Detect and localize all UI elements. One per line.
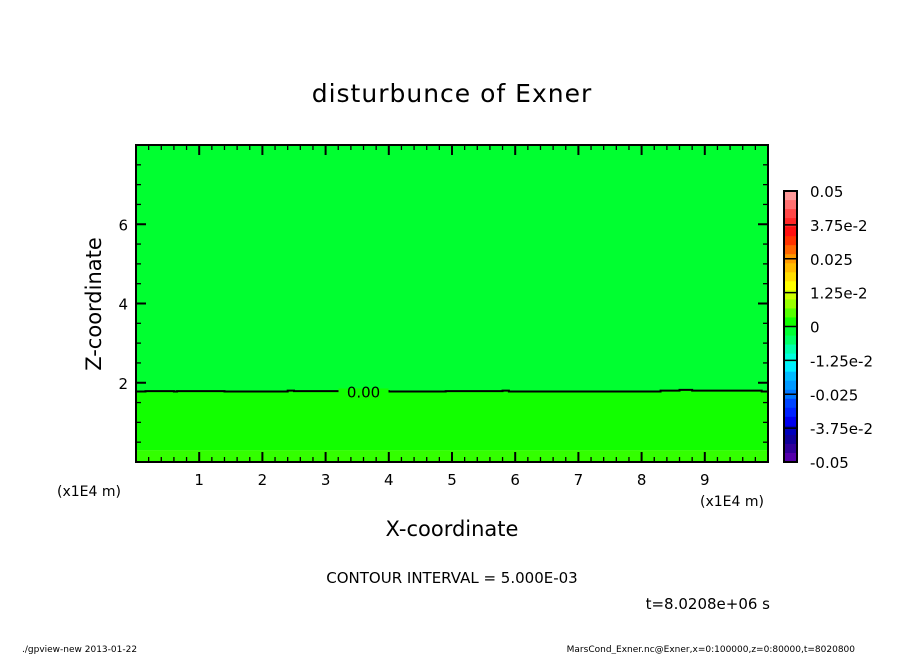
contour-label: 0.00	[347, 383, 380, 401]
x-tick-label: 4	[384, 471, 394, 489]
colorbar-band	[784, 434, 797, 445]
colorbar-band	[784, 281, 797, 291]
y-tick-label: 2	[118, 375, 128, 393]
x-tick-label: 1	[194, 471, 204, 489]
colorbar-frame	[783, 190, 798, 463]
contour-region	[136, 145, 768, 392]
colorbar-band	[784, 452, 797, 463]
colorbar: 0.05 3.75e-2 0.025 1.25e-2 0 -1.25e-2 -0.025 -3…	[783, 183, 873, 472]
footer-right: MarsCond_Exner.nc@Exner,x=0:100000,z=0:8…	[567, 645, 856, 654]
chart-title: disturbunce of Exner	[312, 79, 593, 108]
colorbar-band	[784, 236, 797, 246]
time-text: t=8.0208e+06 s	[646, 595, 771, 613]
colorbar-label: 1.25e-2	[810, 285, 868, 303]
colorbar-label: 3.75e-2	[810, 217, 868, 235]
colorbar-band	[784, 200, 797, 210]
colorbar-band	[784, 416, 797, 427]
colorbar-band	[784, 308, 797, 318]
plot-area: 0.00	[136, 145, 768, 462]
colorbar-band	[784, 272, 797, 282]
colorbar-band	[784, 227, 797, 237]
colorbar-label: -0.05	[810, 454, 849, 472]
colorbar-band	[784, 344, 797, 355]
x-tick-label: 5	[447, 471, 457, 489]
colorbar-band	[784, 218, 797, 228]
contour-line-zero	[136, 388, 768, 393]
contour-region-fill	[136, 389, 768, 451]
colorbar-label: 0.05	[810, 183, 843, 201]
colorbar-label: 0.025	[810, 251, 853, 269]
colorbar-band	[784, 299, 797, 309]
colorbar-band	[784, 326, 797, 337]
colorbar-band	[784, 380, 797, 391]
footer-left: ./gpview-new 2013-01-22	[22, 645, 137, 654]
contour-label-gap	[338, 388, 389, 395]
contour-interval-text: CONTOUR INTERVAL = 5.000E-03	[326, 569, 577, 587]
colorbar-band	[784, 245, 797, 255]
axes: 1 2 3 4 5 6 7 8 9 2 4 6	[118, 144, 769, 489]
colorbar-band	[784, 317, 797, 327]
y-axis-label: Z-coordinate	[82, 237, 106, 371]
colorbar-band	[784, 398, 797, 409]
colorbar-band	[784, 191, 797, 201]
colorbar-band	[784, 371, 797, 382]
x-unit-label-left: (x1E4 m)	[57, 484, 121, 500]
colorbar-label: -0.025	[810, 386, 858, 404]
colorbar-band	[784, 425, 797, 436]
x-tick-label: 6	[510, 471, 520, 489]
colorbar-label: -1.25e-2	[810, 352, 873, 370]
x-axis-label: X-coordinate	[386, 517, 519, 541]
x-tick-label: 9	[700, 471, 710, 489]
colorbar-label: -3.75e-2	[810, 420, 873, 438]
x-tick-label: 7	[574, 471, 584, 489]
colorbar-band	[784, 263, 797, 273]
colorbar-band	[784, 362, 797, 373]
x-tick-label: 8	[637, 471, 647, 489]
colorbar-band	[784, 335, 797, 346]
y-tick-label: 6	[118, 216, 128, 234]
colorbar-band	[784, 209, 797, 219]
colorbar-band	[784, 407, 797, 418]
colorbar-band	[784, 290, 797, 300]
y-tick-label: 4	[118, 296, 128, 314]
colorbar-band	[784, 443, 797, 454]
x-tick-label: 3	[321, 471, 331, 489]
colorbar-band	[784, 353, 797, 364]
x-tick-label: 2	[258, 471, 268, 489]
x-unit-label-right: (x1E4 m)	[700, 494, 764, 510]
colorbar-label: 0	[810, 319, 820, 337]
